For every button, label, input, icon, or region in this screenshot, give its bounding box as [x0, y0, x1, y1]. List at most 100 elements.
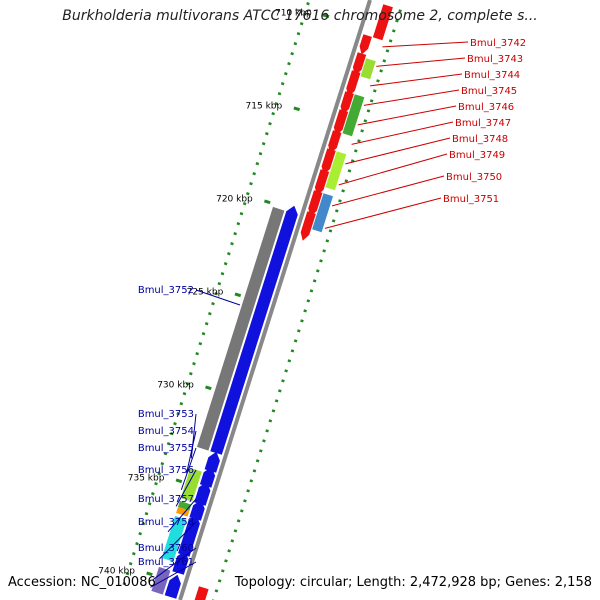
gc-mark	[303, 309, 307, 313]
forward-leader-line	[338, 153, 448, 186]
gc-mark	[379, 69, 383, 73]
gc-mark	[265, 429, 269, 433]
reverse-gene-label: Bmul_3753	[138, 409, 194, 420]
gc-mark	[154, 482, 158, 486]
gc-mark	[331, 219, 336, 223]
forward-leader-line	[376, 57, 466, 67]
gc-mark	[293, 339, 298, 343]
gc-mark	[325, 239, 330, 243]
reverse-category-block	[180, 467, 202, 502]
forward-leader-line	[363, 89, 460, 106]
gc-mark	[198, 342, 203, 346]
gc-mark	[312, 279, 317, 283]
gc-mark	[328, 229, 333, 233]
gc-mark	[144, 512, 149, 516]
gc-mark	[189, 372, 193, 376]
forward-category-block	[372, 4, 393, 41]
gc-mark	[366, 109, 371, 113]
kbp-tick-mark	[263, 199, 271, 205]
gc-mark	[363, 119, 368, 123]
gc-mark	[376, 79, 380, 83]
page-title: Burkholderia multivorans ATCC 17616 chro…	[62, 8, 538, 24]
gc-mark	[300, 319, 304, 323]
gc-mark	[122, 582, 127, 586]
forward-gene-label: Bmul_3751	[443, 194, 499, 205]
reverse-leader-line	[190, 413, 197, 459]
reverse-gene-arrow	[178, 514, 200, 557]
gc-mark	[255, 162, 260, 166]
forward-category-block	[325, 151, 347, 191]
gc-mark	[211, 302, 215, 306]
kbp-tick-mark	[322, 13, 330, 19]
gc-mark	[249, 182, 253, 186]
gc-mark	[353, 149, 358, 153]
reverse-leader-line	[186, 430, 197, 474]
gc-mark	[201, 332, 206, 336]
forward-gene-label: Bmul_3748	[452, 134, 508, 145]
gc-mark	[208, 312, 212, 316]
forward-leader-line	[345, 137, 451, 165]
reverse-gene-label: Bmul_3752	[138, 285, 194, 296]
gc-mark	[322, 249, 326, 253]
gc-mark	[261, 142, 266, 146]
gc-mark	[195, 352, 199, 356]
gc-mark	[230, 242, 234, 246]
gc-mark	[347, 169, 352, 173]
forward-gene-arrow	[359, 34, 372, 55]
gc-mark	[230, 539, 235, 543]
accession-text: Accession: NC_010086	[8, 575, 156, 590]
forward-gene-arrow	[352, 52, 367, 76]
gc-mark	[141, 522, 146, 526]
gc-mark	[192, 362, 196, 366]
gc-mark	[160, 462, 165, 466]
gc-mark	[360, 129, 364, 133]
forward-gene-arrow	[328, 130, 342, 154]
reverse-leader-line	[152, 547, 197, 581]
forward-gene-arrow	[314, 169, 330, 196]
reverse-leader-line	[180, 447, 197, 491]
gc-mark	[391, 29, 396, 33]
gc-mark	[271, 409, 276, 413]
gc-mark	[182, 392, 187, 396]
gc-mark	[170, 432, 174, 436]
gc-mark	[262, 439, 266, 443]
gc-mark	[265, 132, 269, 136]
forward-gene-label: Bmul_3749	[449, 150, 505, 161]
forward-leader-line	[331, 175, 445, 207]
gc-mark	[236, 222, 241, 226]
gc-mark	[341, 189, 345, 193]
kbp-tick-label: 730 kbp	[157, 381, 194, 391]
kbp-tick-label: 740 kbp	[98, 567, 135, 577]
reverse-category-block	[151, 566, 171, 595]
gc-mark	[173, 422, 177, 426]
reverse-leader-line	[195, 289, 241, 306]
gc-mark	[357, 139, 361, 143]
kbp-tick-mark	[293, 106, 301, 112]
gc-mark	[233, 529, 238, 533]
gc-mark	[268, 419, 273, 423]
gc-mark	[303, 12, 307, 16]
forward-gene-label: Bmul_3747	[455, 118, 511, 129]
topology-text: Topology: circular; Length: 2,472,928 bp…	[234, 575, 592, 590]
gc-mark	[306, 2, 310, 6]
gc-mark	[176, 412, 180, 416]
gc-mark	[214, 292, 218, 296]
backbone-line	[178, 0, 372, 600]
gc-mark	[344, 179, 349, 183]
gc-mark	[243, 499, 247, 503]
gc-mark	[227, 252, 231, 256]
reverse-leader-line	[159, 521, 197, 560]
forward-gene-label: Bmul_3746	[458, 102, 514, 113]
reverse-gene-label: Bmul_3754	[138, 426, 194, 437]
gc-mark	[296, 32, 301, 36]
gc-mark	[163, 452, 168, 456]
gc-mark	[268, 122, 272, 126]
kbp-tick-label: 725 kbp	[187, 288, 224, 298]
gc-mark	[220, 272, 225, 276]
gc-mark	[299, 22, 304, 26]
forward-leader-line	[370, 73, 463, 87]
gc-mark	[271, 112, 275, 116]
gc-mark	[338, 199, 342, 203]
forward-gene-arrow	[340, 91, 354, 115]
